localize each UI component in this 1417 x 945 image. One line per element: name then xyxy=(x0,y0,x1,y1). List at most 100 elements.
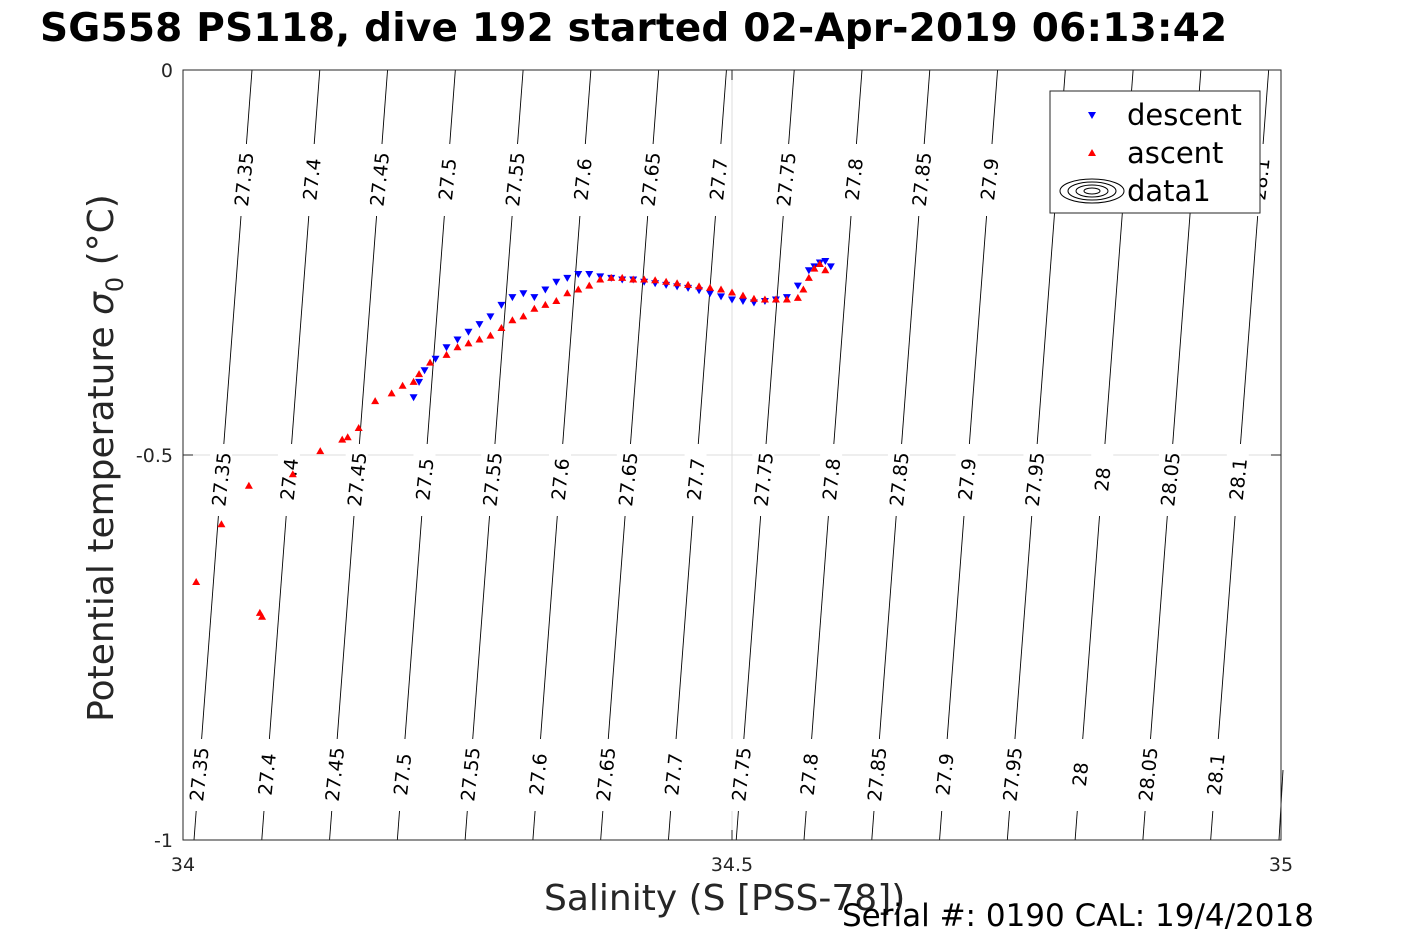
contour-label-27.8: 27.8 xyxy=(819,457,845,501)
descent-point xyxy=(497,301,506,309)
ascent-point xyxy=(738,291,747,299)
ascent-point xyxy=(662,277,671,285)
chart-title: SG558 PS118, dive 192 started 02-Apr-201… xyxy=(40,6,1228,51)
contour-label-28.1: 28.1 xyxy=(1226,457,1252,501)
contour-label-bg xyxy=(481,444,504,516)
contour-label-bg xyxy=(232,144,255,216)
ascent-point xyxy=(706,283,715,291)
descent-point xyxy=(585,271,594,279)
descent-point xyxy=(442,344,451,352)
ascent-point xyxy=(585,281,594,289)
ascent-point xyxy=(810,264,819,272)
contour-label-bg xyxy=(1001,739,1024,811)
contour-label-bg xyxy=(323,739,346,811)
x-tick-label: 34 xyxy=(171,854,195,876)
legend-label-ascent: ascent xyxy=(1127,136,1223,170)
ascent-point xyxy=(552,297,561,304)
contour-label-27.6: 27.6 xyxy=(526,752,552,796)
ascent-point xyxy=(530,304,539,312)
contour-label-bg xyxy=(955,444,978,516)
contour-label-bg xyxy=(978,144,1001,216)
contour-label-bg xyxy=(210,444,233,516)
ascent-point xyxy=(217,520,226,528)
axis-ticks: 34 34.5 35 0 -0.5 -1 xyxy=(136,60,1293,876)
descent-point xyxy=(486,313,495,321)
legend-label-data1: data1 xyxy=(1127,174,1211,208)
ascent-point xyxy=(574,285,583,293)
ascent-point xyxy=(508,316,517,324)
contour-label-bg xyxy=(255,739,278,811)
contour-label-bg xyxy=(277,444,300,516)
ascent-point xyxy=(338,435,347,443)
descent-point xyxy=(728,296,736,304)
contour-label-bg xyxy=(1136,739,1159,811)
descent-point xyxy=(453,336,462,344)
ascent-point xyxy=(497,323,506,331)
contour-label-bg xyxy=(1091,444,1114,516)
descent-point xyxy=(431,355,440,363)
contour-label-27.5: 27.5 xyxy=(435,157,461,201)
legend-contour-marker xyxy=(1083,187,1101,195)
contour-label-bg xyxy=(887,444,910,516)
ascent-point xyxy=(799,285,808,293)
contour-label-27.9: 27.9 xyxy=(955,457,981,501)
ascent-point xyxy=(728,288,736,296)
descent-point xyxy=(475,321,484,329)
contour-label-bg xyxy=(368,144,391,216)
contour-label-28: 28 xyxy=(1091,466,1115,492)
ascent-point xyxy=(782,295,791,303)
descent-point xyxy=(541,286,550,294)
legend-contour-marker xyxy=(1075,184,1109,198)
contour-label-bg xyxy=(594,739,617,811)
serial-cal-footer: Serial #: 0190 CAL: 19/4/2018 xyxy=(842,898,1314,934)
ascent-point xyxy=(244,481,253,489)
descent-point xyxy=(530,294,539,302)
ascent-point xyxy=(415,370,424,378)
ascent-point xyxy=(354,424,363,432)
x-tick-label: 35 xyxy=(1269,854,1293,876)
contour-label-bg xyxy=(413,444,436,516)
ascent-point xyxy=(815,260,824,268)
descent-point xyxy=(804,267,813,275)
ascent-point xyxy=(651,276,660,284)
ascent-point xyxy=(760,295,769,303)
ascent-point xyxy=(793,293,802,301)
contour-label-bg xyxy=(1159,444,1182,516)
y-axis-label-main: Potential temperature xyxy=(81,315,122,722)
y-tick-label: 0 xyxy=(161,60,173,82)
ascent-point xyxy=(618,273,627,281)
ascent-point xyxy=(426,358,435,366)
descent-point xyxy=(574,271,583,279)
legend: descent ascent data1 xyxy=(1049,90,1261,214)
contour-labels: 27.35 27.4 27.45 27.5 27.55 27.6 27.65 27.7 27.7… xyxy=(186,144,1275,811)
ascent-point xyxy=(288,470,297,478)
contour-label-27.9: 27.9 xyxy=(977,157,1003,201)
contour-label-27.4: 27.4 xyxy=(277,457,303,501)
contour-label-bg xyxy=(797,739,820,811)
y-axis-label-unit: (°C) xyxy=(81,194,122,277)
descent-point xyxy=(415,378,424,386)
descent-point xyxy=(552,278,561,286)
contour-label-bg xyxy=(1226,444,1249,516)
y-axis-label-sigma: σ xyxy=(81,291,122,315)
contour-label-27.7: 27.7 xyxy=(683,457,709,501)
ascent-point xyxy=(673,279,682,287)
descent-point xyxy=(519,290,528,298)
ascent-point xyxy=(453,343,462,351)
ascent-point xyxy=(409,377,418,385)
ascent-point xyxy=(804,273,813,281)
contour-label-27.7: 27.7 xyxy=(706,157,732,201)
contour-label-bg xyxy=(616,444,639,516)
descent-point xyxy=(464,328,473,336)
ascent-point xyxy=(821,266,830,274)
descent-point xyxy=(826,263,835,271)
y-axis-label-subscript: 0 xyxy=(101,277,129,292)
descent-point xyxy=(717,293,726,301)
contour-label-bg xyxy=(503,144,526,216)
descent-point xyxy=(738,298,747,305)
ascent-point xyxy=(596,275,605,283)
contour-label-bg xyxy=(549,444,572,516)
contour-label-bg xyxy=(842,144,865,216)
contour-label-27.8: 27.8 xyxy=(842,157,868,201)
